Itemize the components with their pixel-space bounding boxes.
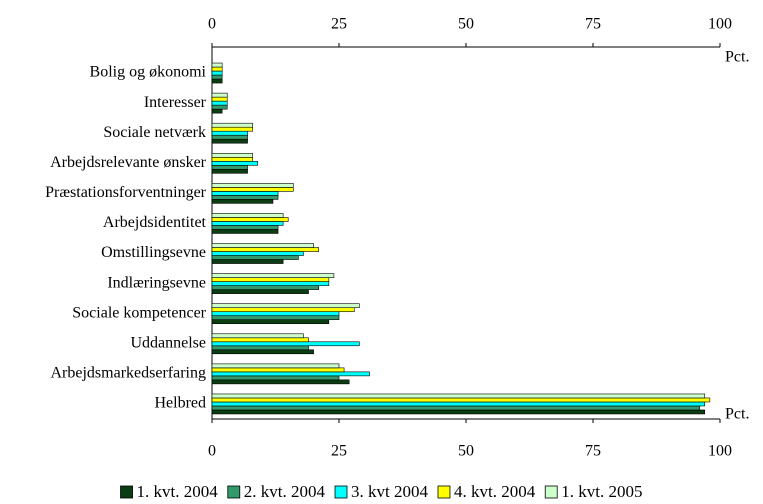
bar (211, 191, 279, 196)
bar (211, 337, 309, 343)
bar (211, 379, 350, 385)
legend-swatch (120, 485, 133, 499)
bar (211, 247, 319, 252)
bar (211, 70, 223, 76)
bar (211, 221, 284, 226)
x-tick-label: 75 (585, 16, 601, 33)
legend-swatch (437, 485, 451, 499)
y-tick-label: Sociale netværk (103, 124, 206, 141)
x-tick-label: 25 (331, 443, 347, 460)
bar (211, 62, 223, 68)
x-tick-label: 0 (208, 16, 216, 33)
bar (211, 78, 223, 84)
bar (211, 225, 279, 230)
legend-swatch (227, 485, 241, 499)
y-tick-label: Sociale kompetencer (72, 304, 206, 321)
bar (211, 92, 228, 98)
legend: 1. kvt. 2004 2. kvt. 2004 3. kvt 2004 4. kv… (120, 482, 642, 501)
bar (211, 126, 253, 132)
y-tick-label: Arbejdsrelevante ønsker (50, 154, 207, 171)
y-tick-label: Præstationsforventninger (45, 184, 207, 201)
bar (211, 307, 355, 313)
y-tick-label: Arbejdsidentitet (103, 214, 207, 231)
bar (211, 243, 314, 248)
x-tick-label: 25 (331, 16, 347, 33)
bar (211, 74, 223, 80)
bar (211, 255, 299, 260)
bar (211, 393, 706, 399)
bar (211, 409, 706, 415)
bar (211, 156, 253, 162)
x-tick-label: 100 (708, 16, 732, 33)
bar (211, 104, 228, 110)
bar (211, 259, 284, 264)
bar (211, 195, 279, 200)
bar (211, 160, 259, 166)
bar (211, 183, 294, 188)
bar (211, 319, 330, 325)
y-tick-label: Interesser (144, 94, 207, 111)
bar (211, 311, 340, 317)
bar (211, 138, 248, 144)
bar (211, 108, 223, 114)
bar (211, 363, 340, 369)
bar (211, 345, 309, 351)
y-tick-label: Omstillingsevne (101, 244, 206, 261)
bar (211, 367, 345, 373)
bar (211, 289, 309, 294)
bar (211, 130, 248, 136)
bar (211, 213, 284, 218)
bar (211, 273, 335, 278)
bar (211, 251, 304, 256)
x-tick-label: 0 (208, 443, 216, 460)
bar (211, 66, 223, 72)
bar (211, 199, 274, 204)
y-tick-label: Uddannelse (130, 334, 206, 351)
bar (211, 277, 330, 282)
bar (211, 168, 248, 174)
bar (211, 375, 340, 381)
bar (211, 134, 248, 140)
y-tick-label: Helbred (154, 395, 206, 412)
legend-label: 2. kvt. 2004 (244, 482, 326, 501)
bar (211, 281, 330, 286)
bar (211, 397, 711, 403)
legend-swatch (334, 485, 348, 499)
x-tick-label: 50 (458, 16, 474, 33)
x-axis-label: Pct. (725, 406, 749, 423)
y-tick-label: Bolig og økonomi (90, 64, 207, 81)
legend-label: 1. kvt. 2004 (137, 482, 219, 501)
y-tick-label: Indlæringsevne (107, 274, 206, 291)
bar (211, 217, 289, 222)
x-tick-label: 100 (708, 443, 732, 460)
bar (211, 315, 340, 321)
bar (211, 152, 253, 158)
bar (211, 122, 253, 128)
bar (211, 187, 294, 192)
bar (211, 303, 360, 309)
bar (211, 96, 228, 102)
bar (211, 401, 706, 407)
bar (211, 164, 248, 170)
x-tick-label: 50 (458, 443, 474, 460)
bar (211, 333, 304, 339)
legend-label: 3. kvt 2004 (351, 482, 428, 501)
bar (211, 229, 279, 234)
bar (211, 285, 319, 290)
bar (211, 341, 360, 347)
legend-label: 1. kvt. 2005 (561, 482, 642, 501)
legend-label: 4. kvt. 2004 (454, 482, 536, 501)
bar (211, 100, 228, 106)
x-tick-label: 75 (585, 443, 601, 460)
legend-swatch (544, 485, 558, 499)
y-tick-label: Arbejdsmarkedserfaring (51, 365, 207, 382)
x-axis-label: Pct. (725, 49, 749, 66)
bar (211, 371, 370, 377)
bar (211, 405, 700, 411)
bar (211, 349, 314, 355)
